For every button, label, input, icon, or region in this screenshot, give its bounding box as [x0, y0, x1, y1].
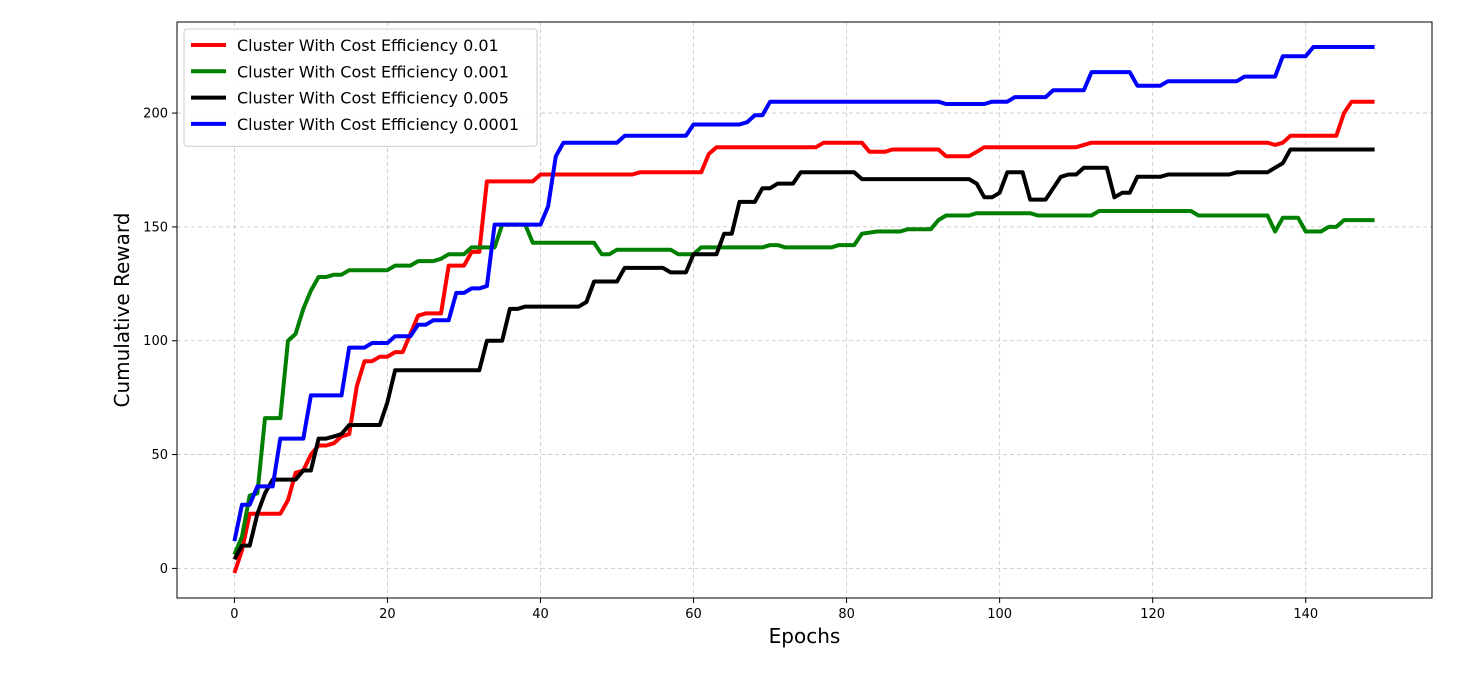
- y-tick-label: 100: [143, 334, 168, 349]
- x-tick-label: 100: [987, 607, 1012, 622]
- series-line-3: [232, 45, 1375, 542]
- legend-label: Cluster With Cost Efficiency 0.005: [237, 89, 509, 108]
- x-tick-label: 20: [379, 607, 396, 622]
- grid-lines: [177, 22, 1432, 598]
- plot-frame: [176, 21, 1433, 599]
- series-line-0: [232, 99, 1375, 574]
- x-tick-label: 80: [838, 607, 855, 622]
- legend-label: Cluster With Cost Efficiency 0.001: [237, 62, 509, 81]
- legend-label: Cluster With Cost Efficiency 0.01: [237, 36, 499, 55]
- legend: Cluster With Cost Efficiency 0.01 Cluster…: [183, 28, 538, 147]
- series-lines: [232, 45, 1375, 574]
- axis-ticks: 0 20 40 60 80 100 120 140 0 50 100 150 200: [143, 107, 1318, 622]
- x-tick-label: 60: [685, 607, 702, 622]
- y-tick-label: 150: [143, 220, 168, 235]
- x-tick-label: 0: [230, 607, 238, 622]
- series-line-2: [232, 147, 1375, 561]
- y-tick-label: 200: [143, 107, 168, 122]
- x-tick-label: 140: [1293, 607, 1318, 622]
- x-axis-title: Epochs: [769, 624, 841, 648]
- legend-label: Cluster With Cost Efficiency 0.0001: [237, 115, 519, 134]
- y-tick-label: 0: [160, 562, 168, 577]
- legend-box: [183, 28, 538, 147]
- y-tick-label: 50: [151, 448, 168, 463]
- y-axis-title: Cumulative Reward: [110, 213, 134, 408]
- x-tick-label: 40: [532, 607, 549, 622]
- x-tick-label: 120: [1140, 607, 1165, 622]
